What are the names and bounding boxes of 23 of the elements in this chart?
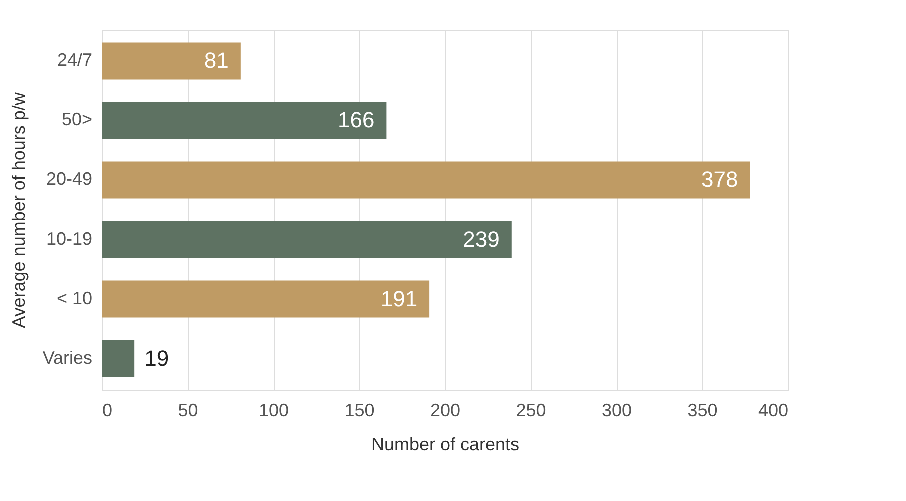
data-label: 191 bbox=[380, 286, 418, 312]
x-tick-label: 0 bbox=[102, 400, 113, 420]
x-tick-label: 150 bbox=[344, 400, 375, 420]
y-tick-label: 24/7 bbox=[57, 50, 92, 70]
y-tick-label: 50> bbox=[62, 110, 92, 130]
y-tick-label: Varies bbox=[42, 348, 92, 368]
y-tick-label: < 10 bbox=[56, 288, 92, 308]
x-tick-label: 400 bbox=[758, 400, 788, 420]
data-label: 81 bbox=[204, 48, 229, 74]
y-tick-label: 10-19 bbox=[46, 228, 92, 249]
x-tick-label: 350 bbox=[688, 400, 718, 420]
y-tick-label: 20-49 bbox=[46, 169, 92, 190]
x-tick-label: 100 bbox=[258, 400, 290, 420]
y-axis-title: Average number of hours p/w bbox=[8, 92, 29, 328]
data-label: 239 bbox=[463, 226, 500, 252]
data-label: 166 bbox=[338, 108, 375, 133]
x-tick-label: 50 bbox=[178, 400, 198, 420]
data-label: 378 bbox=[702, 167, 738, 192]
x-tick-label: 200 bbox=[430, 400, 461, 420]
x-tick-label: 250 bbox=[516, 400, 546, 420]
data-label: 19 bbox=[144, 346, 170, 371]
x-tick-label: 300 bbox=[602, 400, 632, 420]
x-axis-title: Number of carents bbox=[371, 434, 520, 454]
